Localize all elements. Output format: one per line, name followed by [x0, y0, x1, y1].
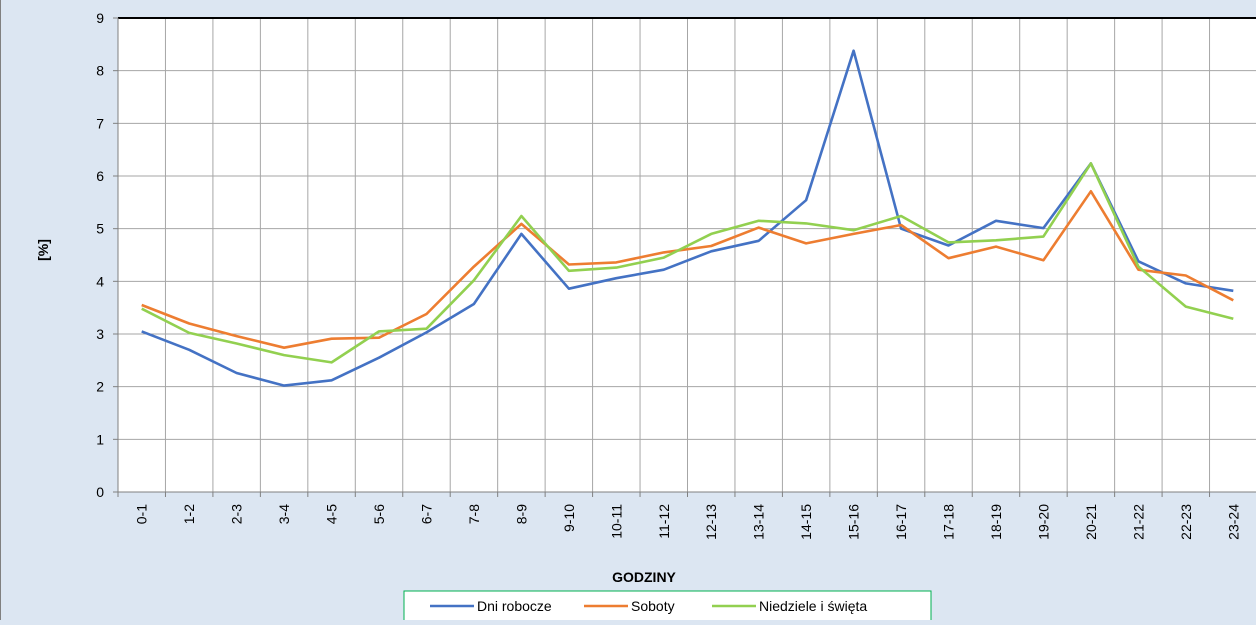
y-tick-label: 5: [96, 221, 104, 237]
y-tick-label: 3: [96, 326, 104, 342]
x-tick-label: 1-2: [181, 504, 197, 524]
x-tick-label: 13-14: [751, 504, 767, 540]
legend-label: Niedziele i święta: [759, 598, 867, 614]
x-tick-label: 23-24: [1225, 504, 1241, 540]
x-tick-label: 10-11: [608, 504, 624, 539]
y-tick-label: 8: [96, 63, 104, 79]
y-axis-title: [%]: [35, 239, 51, 261]
x-tick-label: 21-22: [1130, 504, 1146, 540]
series-lines: [141, 49, 1234, 387]
gridlines: [118, 17, 1256, 492]
x-tick-label: 17-18: [941, 504, 957, 540]
legend: Dni robocze Soboty Niedziele i święta: [403, 590, 932, 622]
x-tick-label: 16-17: [893, 504, 909, 540]
x-tick-label: 20-21: [1083, 504, 1099, 540]
y-tick-label: 1: [96, 431, 104, 447]
y-tick-label: 9: [96, 10, 104, 26]
legend-box: [403, 590, 932, 622]
x-tick-label: 7-8: [466, 504, 482, 524]
x-tick-label: 4-5: [324, 504, 340, 524]
x-tick-label: 15-16: [846, 504, 862, 540]
x-tick-label: 5-6: [371, 504, 387, 524]
y-tick-label: 7: [96, 115, 104, 131]
x-axis-title: GODZINY: [612, 569, 676, 585]
y-tick-label: 0: [96, 484, 104, 500]
x-tick-labels: 0-1 1-2 2-3 3-4 4-5 5-6 6-7 7-8 8-9 9-10 10-11 11-1…: [134, 504, 1242, 540]
y-tick-labels: 0 1 2 3 4 5 6 7 8 9: [96, 10, 104, 500]
y-tick-label: 6: [96, 168, 104, 184]
legend-label: Soboty: [631, 598, 675, 614]
x-tick-label: 22-23: [1178, 504, 1194, 540]
y-tick-label: 2: [96, 379, 104, 395]
x-tick-label: 8-9: [513, 504, 529, 524]
x-tick-label: 14-15: [798, 504, 814, 540]
x-tick-label: 11-12: [656, 504, 672, 539]
series-line-2: [141, 190, 1234, 350]
legend-label: Dni robocze: [477, 598, 552, 614]
x-tick-label: 2-3: [229, 504, 245, 524]
series-line-3: [141, 162, 1234, 364]
y-tick-label: 4: [96, 273, 104, 289]
x-tick-label: 6-7: [418, 504, 434, 524]
x-tick-label: 9-10: [561, 504, 577, 532]
x-tick-label: 19-20: [1035, 504, 1051, 540]
series-line-1: [141, 49, 1234, 387]
x-tick-label: 0-1: [134, 504, 150, 524]
x-tick-label: 12-13: [703, 504, 719, 540]
x-tick-label: 3-4: [276, 504, 292, 524]
x-tick-label: 18-19: [988, 504, 1004, 540]
axes: [113, 17, 1256, 497]
